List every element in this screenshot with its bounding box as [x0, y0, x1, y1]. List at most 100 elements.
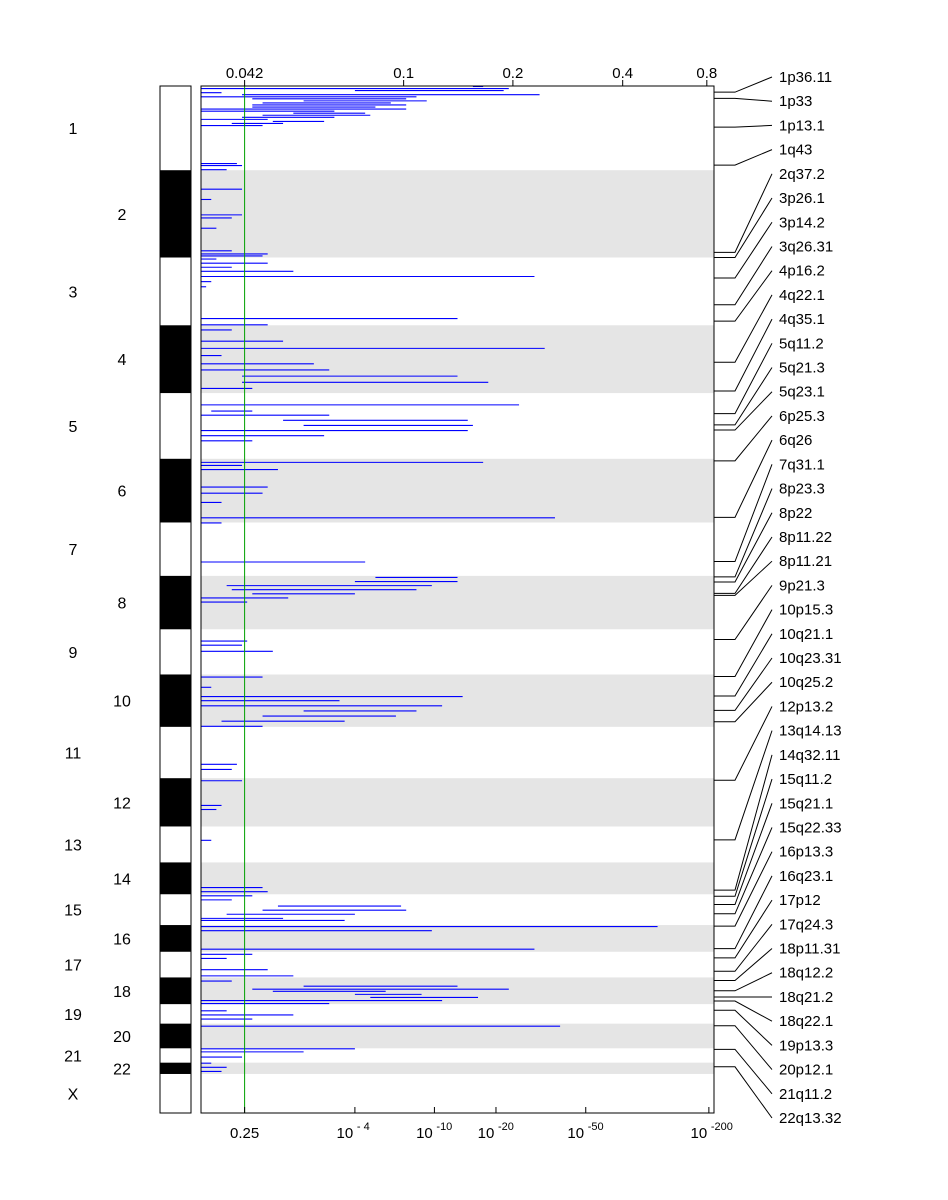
peak-label: 22q13.32 [779, 1110, 842, 1127]
peak-leader [714, 173, 773, 253]
peak-leader [714, 706, 773, 781]
peak-leader [714, 1066, 773, 1119]
peak-label: 8p11.21 [779, 553, 832, 570]
peak-label: 8p11.22 [779, 529, 832, 546]
peak-label: 18q12.2 [779, 965, 833, 982]
peak-label: 4p16.2 [779, 263, 825, 280]
peak-leader [714, 197, 773, 259]
bottom-axis-tick-label: 10 [337, 1125, 354, 1142]
peak-label: 9p21.3 [779, 577, 825, 594]
peak-label: 17p12 [779, 892, 821, 909]
peak-leader [714, 657, 773, 711]
peak-label: 8p22 [779, 505, 812, 522]
ideogram-chr-4 [160, 325, 191, 394]
ideogram-chr-8 [160, 575, 191, 630]
plot-frame [200, 85, 715, 1114]
bottom-axis-tick-exponent: - 4 [357, 1121, 370, 1133]
peak-leader [714, 948, 773, 982]
bottom-axis-tick-exponent: -10 [436, 1121, 452, 1133]
peak-leader [714, 827, 773, 915]
peak-leader [714, 681, 773, 723]
peak-label: 20p12.1 [779, 1062, 833, 1079]
peak-leader [714, 730, 773, 841]
peak-leader [714, 778, 773, 897]
ideogram-chr-10 [160, 674, 191, 727]
peak-label: 10p15.3 [779, 602, 833, 619]
chromosome-label: 9 [69, 645, 78, 662]
chromosome-label: 1 [69, 121, 78, 138]
band-chr-22 [201, 1062, 714, 1074]
chromosome-label: 12 [113, 795, 131, 812]
bottom-axis-tick-label: 10 [691, 1125, 708, 1142]
chromosome-label: 10 [113, 694, 131, 711]
peak-label: 3p26.1 [779, 190, 825, 207]
band-chr-12 [201, 778, 714, 827]
chromosome-label: 6 [118, 484, 127, 501]
peak-leader [714, 754, 773, 891]
peak-label: 4q35.1 [779, 311, 825, 328]
chromosome-label: 19 [64, 1007, 82, 1024]
peak-leader [714, 609, 773, 678]
chromosome-label: 13 [64, 837, 82, 854]
peak-label: 5q23.1 [779, 384, 825, 401]
chromosome-label: 3 [69, 284, 78, 301]
chromosome-label: 8 [118, 596, 127, 613]
ideogram-chr-20 [160, 1023, 191, 1049]
peak-leader [714, 124, 773, 128]
peak-label: 1p36.11 [779, 69, 832, 86]
ideogram-chr-12 [160, 778, 191, 827]
peak-leader [714, 294, 773, 363]
peak-label: 5q21.3 [779, 360, 825, 377]
peak-label: 15q11.2 [779, 771, 832, 788]
peak-label: 19p13.3 [779, 1037, 833, 1054]
chromosome-ideogram [159, 85, 192, 1114]
chromosome-label: 5 [69, 419, 78, 436]
peak-label: 17q24.3 [779, 916, 833, 933]
bottom-axis-tick-label: 10 [416, 1125, 433, 1142]
peak-leader [714, 488, 773, 578]
band-chr-6 [201, 458, 714, 523]
peak-leader [714, 149, 773, 166]
band-chr-14 [201, 862, 714, 895]
peak-leader [714, 972, 773, 992]
top-axis-tick-label: 0.8 [696, 65, 717, 82]
peak-label: 10q21.1 [779, 626, 833, 643]
peak-leader [714, 97, 773, 102]
peak-label: 16q23.1 [779, 868, 833, 885]
peak-label: 6q26 [779, 432, 812, 449]
peak-leader [714, 439, 773, 518]
peak-leader [714, 851, 773, 927]
peak-label: 1p33 [779, 93, 812, 110]
chromosome-label: 7 [69, 542, 78, 559]
chromosome-label: 4 [118, 352, 127, 369]
chromosome-label: 11 [65, 746, 82, 763]
ideogram-chr-16 [160, 925, 191, 952]
peak-label: 3p14.2 [779, 214, 825, 231]
band-chr-4 [201, 325, 714, 394]
peak-leader [714, 1000, 773, 1022]
peak-leader [714, 633, 773, 697]
chromosome-label: 18 [113, 984, 131, 1001]
peak-leader [714, 415, 773, 462]
bottom-axis-tick-label: 0.25 [230, 1125, 259, 1142]
peak-leader [714, 270, 773, 322]
chromosome-label: 16 [113, 931, 131, 948]
bottom-axis-tick-label: 10 [478, 1125, 495, 1142]
peak-leader [714, 246, 773, 306]
chromosome-label: X [68, 1086, 79, 1103]
peak-label: 16p13.3 [779, 844, 833, 861]
segments [201, 85, 658, 1072]
peak-leader [714, 391, 773, 431]
peak-leader [714, 367, 773, 426]
bottom-axis-tick-label: 10 [567, 1125, 584, 1142]
top-axis-tick-label: 0.4 [612, 65, 633, 82]
peak-label: 14q32.11 [779, 747, 840, 764]
peak-label: 18q21.2 [779, 989, 833, 1006]
chromosome-label: 14 [113, 871, 131, 888]
peak-leader [714, 585, 773, 641]
band-chr-20 [201, 1023, 714, 1049]
chromosome-label: 17 [64, 958, 82, 975]
peak-label: 18p11.31 [779, 941, 840, 958]
peak-label: 15q21.1 [779, 795, 833, 812]
